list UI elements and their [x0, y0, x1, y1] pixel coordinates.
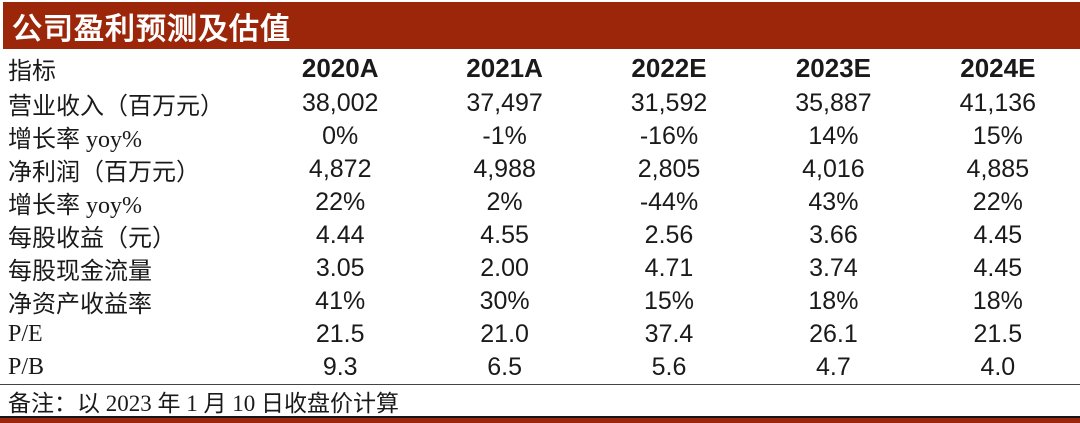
cell-value: 4.44 — [315, 221, 365, 249]
table-note-row: 备注：以 2023 年 1 月 10 日收盘价计算 — [0, 384, 1080, 417]
row-label: P/E — [8, 321, 43, 347]
cell-value: 3.05 — [315, 254, 365, 282]
forecast-valuation-table: 指标 2020A 2021A 2022E 2023E 2024E 营业收入（百万元） 38,… — [0, 49, 1080, 417]
cell-value: 26.1 — [809, 320, 858, 348]
cell-value: 21.5 — [315, 320, 365, 348]
row-label: 净利润（百万元） — [8, 160, 200, 186]
cell-value: 4.45 — [973, 221, 1023, 249]
cell-value: 4.0 — [980, 353, 1016, 381]
cell-value: 9.3 — [322, 353, 358, 381]
cell-value: 3.74 — [809, 254, 858, 282]
table-row: P/E 21.5 21.0 37.4 26.1 21.5 — [0, 318, 1080, 351]
cell-value: 4,885 — [966, 155, 1030, 183]
cell-value: 4.45 — [973, 254, 1023, 282]
table-title-bar: 公司盈利预测及估值 — [3, 2, 1080, 49]
row-label: 增长率 yoy% — [8, 127, 142, 153]
cell-value: -44% — [639, 188, 699, 216]
cell-value: 37,497 — [466, 89, 543, 117]
row-label: 增长率 yoy% — [8, 193, 142, 219]
table-row: P/B 9.3 6.5 5.6 4.7 4.0 — [0, 351, 1080, 384]
cell-value: 21.5 — [973, 320, 1023, 348]
cell-value: 2.00 — [480, 254, 529, 282]
cell-value: 18% — [972, 287, 1023, 315]
table-row: 营业收入（百万元） 38,002 37,497 31,592 35,887 41,136 — [0, 87, 1080, 120]
cell-value: 2.56 — [644, 221, 694, 249]
header-year-2021A: 2021A — [466, 52, 543, 83]
header-metric-label: 指标 — [8, 58, 56, 85]
cell-value: 4,872 — [308, 155, 372, 183]
cell-value: 4.55 — [480, 221, 529, 249]
cell-value: -16% — [639, 122, 699, 150]
cell-value: 18% — [808, 287, 859, 315]
table-body: 营业收入（百万元） 38,002 37,497 31,592 35,887 41,136 增… — [0, 87, 1080, 384]
bottom-black-divider — [0, 416, 1080, 418]
cell-value: 15% — [972, 122, 1023, 150]
table-row: 每股现金流量 3.05 2.00 4.71 3.74 4.45 — [0, 252, 1080, 285]
table-row: 每股收益（元） 4.44 4.55 2.56 3.66 4.45 — [0, 219, 1080, 252]
table-note-text: 备注：以 2023 年 1 月 10 日收盘价计算 — [8, 391, 399, 416]
bottom-accent-bar — [0, 418, 1080, 423]
cell-value: 22% — [315, 188, 366, 216]
table-row: 增长率 yoy% 22% 2% -44% 43% 22% — [0, 186, 1080, 219]
row-label: 每股现金流量 — [8, 259, 152, 285]
cell-value: 14% — [808, 122, 859, 150]
cell-value: 0% — [322, 122, 359, 150]
cell-value: 15% — [643, 287, 695, 315]
header-year-2023E: 2023E — [795, 52, 872, 83]
header-year-2024E: 2024E — [960, 52, 1036, 83]
table-row: 净利润（百万元） 4,872 4,988 2,805 4,016 4,885 — [0, 153, 1080, 186]
cell-value: 21.0 — [480, 320, 529, 348]
table-row: 增长率 yoy% 0% -1% -16% 14% 15% — [0, 120, 1080, 153]
table-row: 净资产收益率 41% 30% 15% 18% 18% — [0, 285, 1080, 318]
cell-value: -1% — [482, 122, 527, 150]
cell-value: 22% — [972, 188, 1023, 216]
cell-value: 31,592 — [630, 89, 708, 117]
cell-value: 2% — [486, 188, 523, 216]
cell-value: 3.66 — [809, 221, 858, 249]
cell-value: 41% — [315, 287, 366, 315]
table-header-row: 指标 2020A 2021A 2022E 2023E 2024E — [0, 49, 1080, 87]
row-label: 营业收入（百万元） — [8, 94, 224, 120]
cell-value: 5.6 — [651, 353, 687, 381]
header-year-2022E: 2022E — [631, 52, 707, 83]
cell-value: 30% — [479, 287, 530, 315]
cell-value: 37.4 — [644, 320, 694, 348]
row-label: P/B — [8, 354, 45, 380]
cell-value: 41,136 — [959, 89, 1037, 117]
cell-value: 4.71 — [644, 254, 694, 282]
cell-value: 4.7 — [816, 353, 851, 381]
cell-value: 2,805 — [637, 155, 701, 183]
cell-value: 38,002 — [301, 89, 379, 117]
row-label: 每股收益（元） — [8, 226, 176, 252]
cell-value: 4,016 — [802, 155, 865, 183]
cell-value: 4,988 — [473, 155, 536, 183]
cell-value: 43% — [808, 188, 859, 216]
row-label: 净资产收益率 — [8, 292, 152, 318]
header-year-2020A: 2020A — [301, 52, 379, 83]
cell-value: 6.5 — [487, 353, 522, 381]
table-title: 公司盈利预测及估值 — [12, 12, 291, 46]
cell-value: 35,887 — [795, 89, 872, 117]
